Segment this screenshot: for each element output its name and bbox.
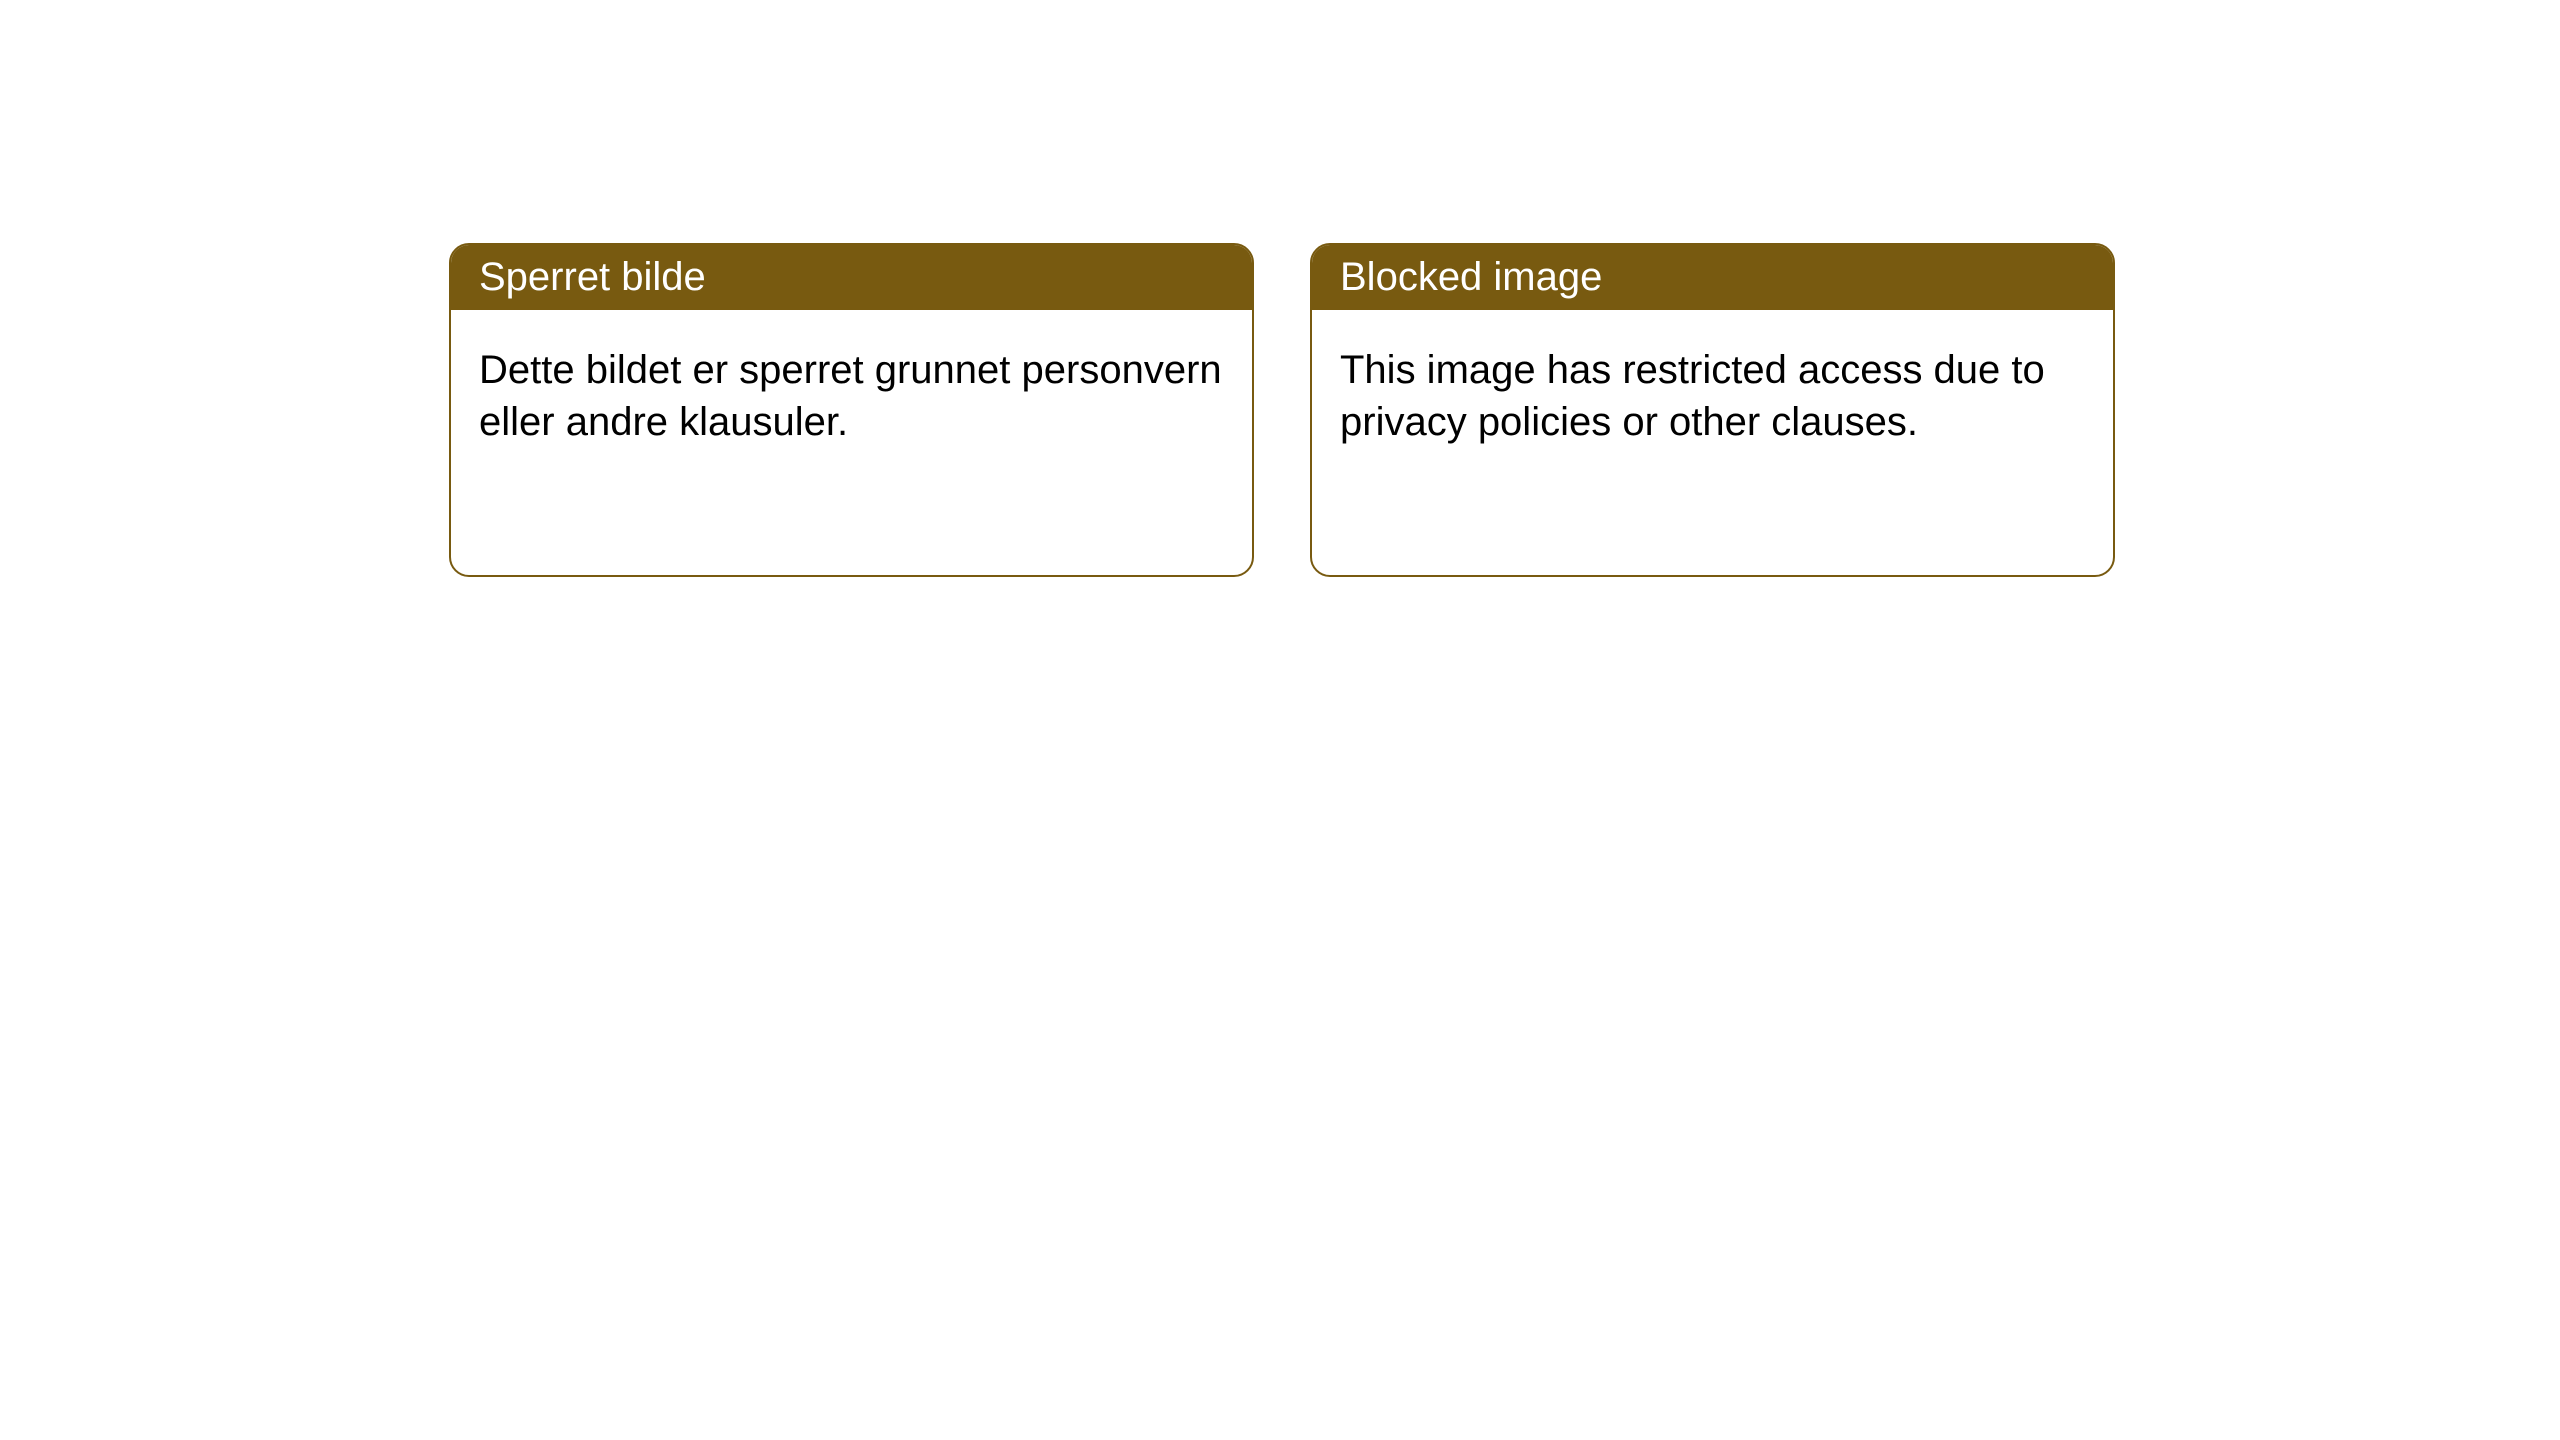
card-title: Sperret bilde (479, 255, 706, 299)
card-body: Dette bildet er sperret grunnet personve… (451, 310, 1252, 482)
card-title: Blocked image (1340, 255, 1602, 299)
card-body-text: This image has restricted access due to … (1340, 348, 2045, 444)
card-body: This image has restricted access due to … (1312, 310, 2113, 482)
blocked-image-card-no: Sperret bilde Dette bildet er sperret gr… (449, 243, 1254, 577)
blocked-image-card-en: Blocked image This image has restricted … (1310, 243, 2115, 577)
card-header: Sperret bilde (451, 245, 1252, 310)
card-header: Blocked image (1312, 245, 2113, 310)
card-container: Sperret bilde Dette bildet er sperret gr… (0, 0, 2560, 577)
card-body-text: Dette bildet er sperret grunnet personve… (479, 348, 1222, 444)
